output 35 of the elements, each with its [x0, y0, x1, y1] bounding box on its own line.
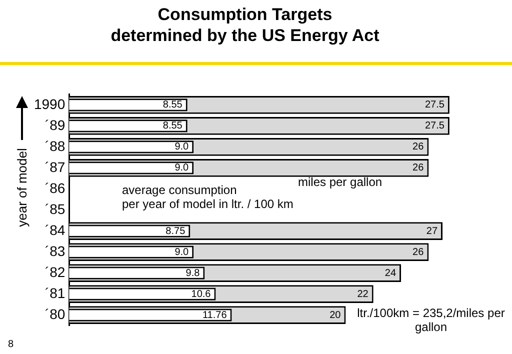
data-label: 8.55	[162, 120, 183, 132]
y-tick-label: ´87	[44, 158, 66, 175]
data-label: 8.75	[166, 226, 186, 237]
text: 8	[8, 338, 14, 352]
data-label: 22	[357, 288, 369, 300]
data-label: 24	[384, 268, 396, 279]
data-label: 27	[426, 226, 438, 237]
y-tick-label: ´84	[44, 222, 66, 238]
annotation: ltr./100km = 235,2/miles per gallon	[356, 306, 506, 334]
data-label: 9.0	[174, 162, 190, 174]
data-label: 20	[330, 310, 342, 321]
y-tick-label: ´88	[44, 138, 66, 154]
data-label: 9.0	[174, 142, 190, 153]
data-label: 9.0	[174, 246, 190, 258]
y-axis-title: year of model	[14, 147, 30, 229]
data-label: 9.8	[186, 268, 200, 279]
data-label: 27.5	[424, 100, 445, 111]
data-label: 27.5	[424, 120, 445, 132]
y-tick-label: ´89	[44, 116, 66, 133]
data-label: 10.6	[191, 288, 212, 300]
y-tick-label: ´80	[44, 306, 66, 322]
y-tick-label: ´85	[44, 200, 66, 217]
y-tick-label: ´82	[44, 264, 66, 280]
series-label: average consumption per year of model in ltr. / 100 km	[122, 183, 294, 211]
series-label: miles per gallon	[298, 175, 382, 189]
y-tick-label: ´83	[44, 242, 66, 259]
chart-title: Consumption Targets determined by the US Energy Act	[110, 4, 380, 46]
y-tick-label: 1990	[34, 96, 66, 112]
data-label: 26	[412, 246, 424, 258]
data-label: 11.76	[202, 310, 228, 321]
data-label: 8.55	[162, 100, 183, 111]
y-tick-label: ´81	[44, 284, 66, 301]
data-label: 26	[412, 142, 424, 153]
data-label: 26	[412, 162, 424, 174]
y-tick-label: ´86	[44, 180, 66, 196]
